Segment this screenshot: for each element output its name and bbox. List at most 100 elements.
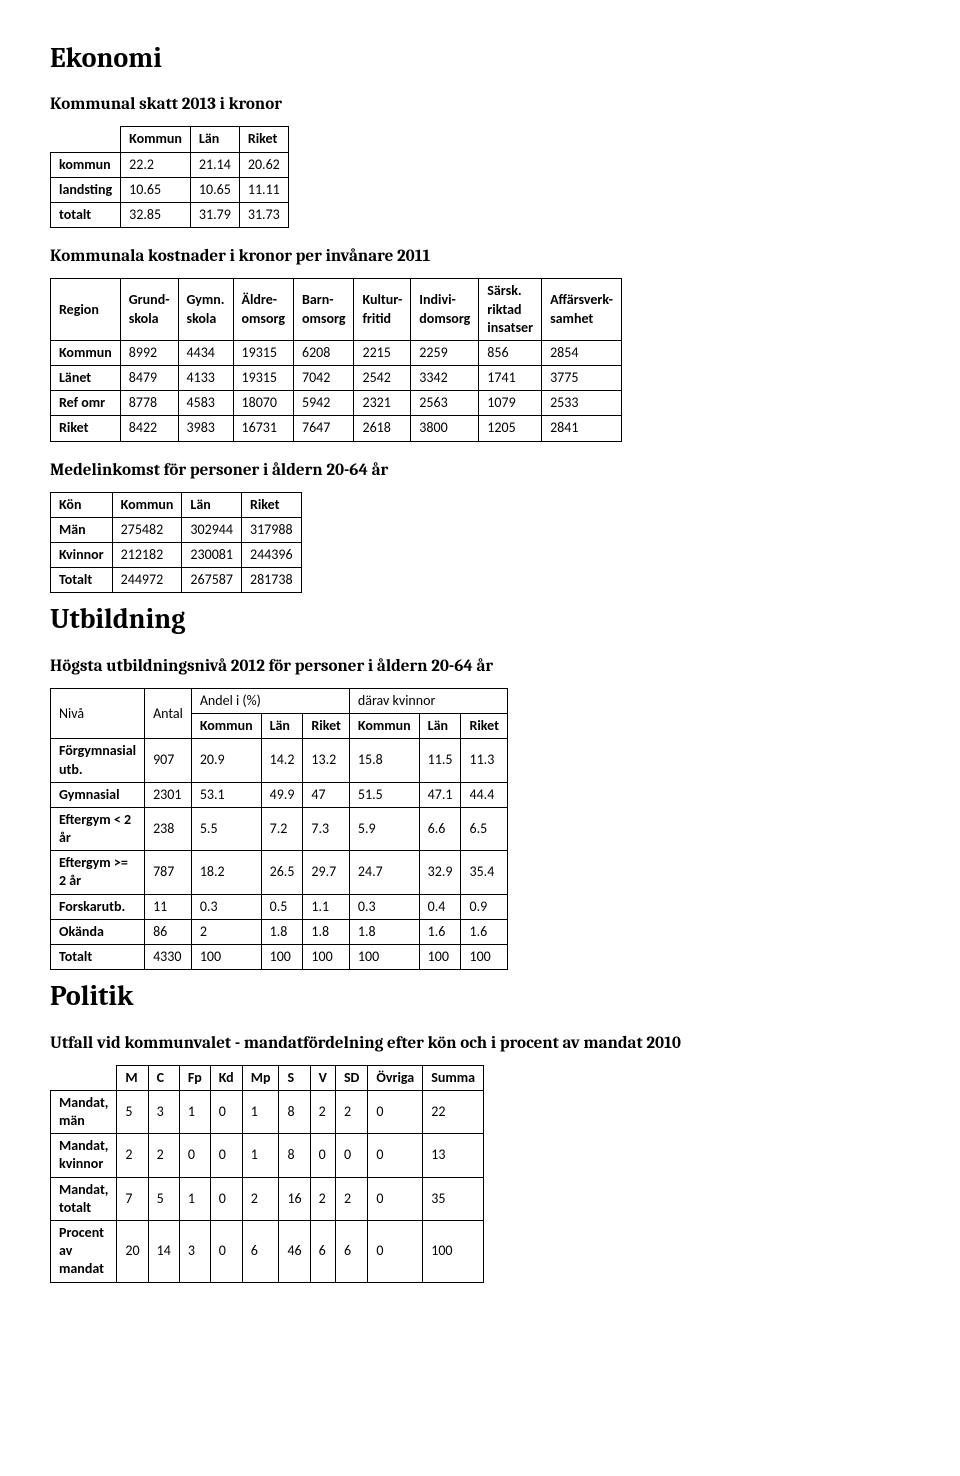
- cell: 0: [310, 1134, 335, 1177]
- cell: 11: [145, 894, 192, 919]
- cell: 44.4: [461, 782, 507, 807]
- col-header: Kultur-fritid: [354, 279, 411, 341]
- row-label: Procentavmandat: [51, 1221, 117, 1283]
- cell: 3342: [411, 366, 479, 391]
- table-row: Procentavmandat201430646660100: [51, 1221, 484, 1283]
- cell: 100: [303, 945, 349, 970]
- cell: 4330: [145, 945, 192, 970]
- income-table: KönKommunLänRiketMän275482302944317988Kv…: [50, 492, 302, 594]
- cell: 100: [461, 945, 507, 970]
- cell: 0: [210, 1134, 242, 1177]
- cell: 0: [368, 1090, 423, 1133]
- cell: 13.2: [303, 739, 349, 782]
- cell: 281738: [241, 568, 301, 593]
- cell: 2: [242, 1177, 279, 1220]
- cell: 0.5: [261, 894, 303, 919]
- cell: 1.1: [303, 894, 349, 919]
- cell: 4434: [178, 340, 233, 365]
- cell: 2: [191, 919, 261, 944]
- table-row: Riket842239831673176472618380012052841: [51, 416, 622, 441]
- cell: 7: [117, 1177, 148, 1220]
- cell: 31.79: [190, 203, 239, 228]
- col-header: Kön: [51, 492, 113, 517]
- politics-title: Utfall vid kommunvalet - mandatfördelnin…: [50, 1033, 910, 1055]
- cell: 5: [117, 1090, 148, 1133]
- cell: 2841: [542, 416, 622, 441]
- table-row: Eftergym < 2år2385.57.27.35.96.66.5: [51, 807, 508, 850]
- cell: 53.1: [191, 782, 261, 807]
- cell: 1: [179, 1177, 210, 1220]
- cell: 47: [303, 782, 349, 807]
- cell: 4133: [178, 366, 233, 391]
- cell: 2: [335, 1177, 367, 1220]
- cell: 212182: [112, 543, 182, 568]
- cell: 20: [117, 1221, 148, 1283]
- cell: 8778: [120, 391, 178, 416]
- col-header: Affärsverk-samhet: [542, 279, 622, 341]
- col-header: Äldre-omsorg: [233, 279, 293, 341]
- cell: 26.5: [261, 851, 303, 894]
- col-header: Övriga: [368, 1065, 423, 1090]
- col-header: Barn-omsorg: [293, 279, 353, 341]
- cell: 0.3: [191, 894, 261, 919]
- row-label: totalt: [51, 203, 121, 228]
- cell: 1.8: [303, 919, 349, 944]
- edu-table: NivåAntalAndel i (%)därav kvinnorKommunL…: [50, 688, 508, 970]
- cell: 35.4: [461, 851, 507, 894]
- cell: 100: [423, 1221, 484, 1283]
- cell: 0: [368, 1221, 423, 1283]
- cell: 0: [210, 1221, 242, 1283]
- cell: 16731: [233, 416, 293, 441]
- cell: 86: [145, 919, 192, 944]
- tax-title: Kommunal skatt 2013 i kronor: [50, 94, 910, 116]
- cell: 100: [349, 945, 419, 970]
- col-header: Riket: [461, 714, 507, 739]
- cell: 1.8: [261, 919, 303, 944]
- cell: 11.5: [419, 739, 461, 782]
- cell: 6208: [293, 340, 353, 365]
- col-header: Kommun: [191, 714, 261, 739]
- cell: 4583: [178, 391, 233, 416]
- col-header: Särsk.riktadinsatser: [479, 279, 542, 341]
- row-label: landsting: [51, 177, 121, 202]
- col-header: Nivå: [51, 688, 145, 738]
- cell: 100: [419, 945, 461, 970]
- row-label: Okända: [51, 919, 145, 944]
- cell: 1.8: [349, 919, 419, 944]
- cell: 100: [261, 945, 303, 970]
- cell: 3983: [178, 416, 233, 441]
- cell: 244972: [112, 568, 182, 593]
- cell: 47.1: [419, 782, 461, 807]
- section-utbildning-heading: Utbildning: [50, 601, 910, 637]
- col-header: Grund-skola: [120, 279, 178, 341]
- cell: 11.11: [239, 177, 288, 202]
- col-header: V: [310, 1065, 335, 1090]
- cell: 787: [145, 851, 192, 894]
- col-header: Kommun: [121, 127, 191, 152]
- cell: 22.2: [121, 152, 191, 177]
- cell: 5.9: [349, 807, 419, 850]
- row-label: Länet: [51, 366, 121, 391]
- table-row: Forskarutb.110.30.51.10.30.40.9: [51, 894, 508, 919]
- cell: 2: [117, 1134, 148, 1177]
- cell: 2321: [354, 391, 411, 416]
- tax-table: KommunLänRiketkommun22.221.1420.62landst…: [50, 126, 289, 228]
- cell: 10.65: [121, 177, 191, 202]
- income-title: Medelinkomst för personer i åldern 20-64…: [50, 460, 910, 482]
- cell: 302944: [182, 517, 242, 542]
- cell: 18070: [233, 391, 293, 416]
- cell: 24.7: [349, 851, 419, 894]
- cell: 19315: [233, 340, 293, 365]
- cell: 1.6: [461, 919, 507, 944]
- cell: 14.2: [261, 739, 303, 782]
- table-row: Länet847941331931570422542334217413775: [51, 366, 622, 391]
- col-header: Riket: [239, 127, 288, 152]
- col-header: Indivi-domsorg: [411, 279, 479, 341]
- table-row: Män275482302944317988: [51, 517, 302, 542]
- cell: 0: [335, 1134, 367, 1177]
- edu-title: Högsta utbildningsnivå 2012 för personer…: [50, 656, 910, 678]
- table-row: Mandat,totalt751021622035: [51, 1177, 484, 1220]
- costs-title: Kommunala kostnader i kronor per invånar…: [50, 246, 910, 268]
- row-label: Män: [51, 517, 113, 542]
- cell: 20.9: [191, 739, 261, 782]
